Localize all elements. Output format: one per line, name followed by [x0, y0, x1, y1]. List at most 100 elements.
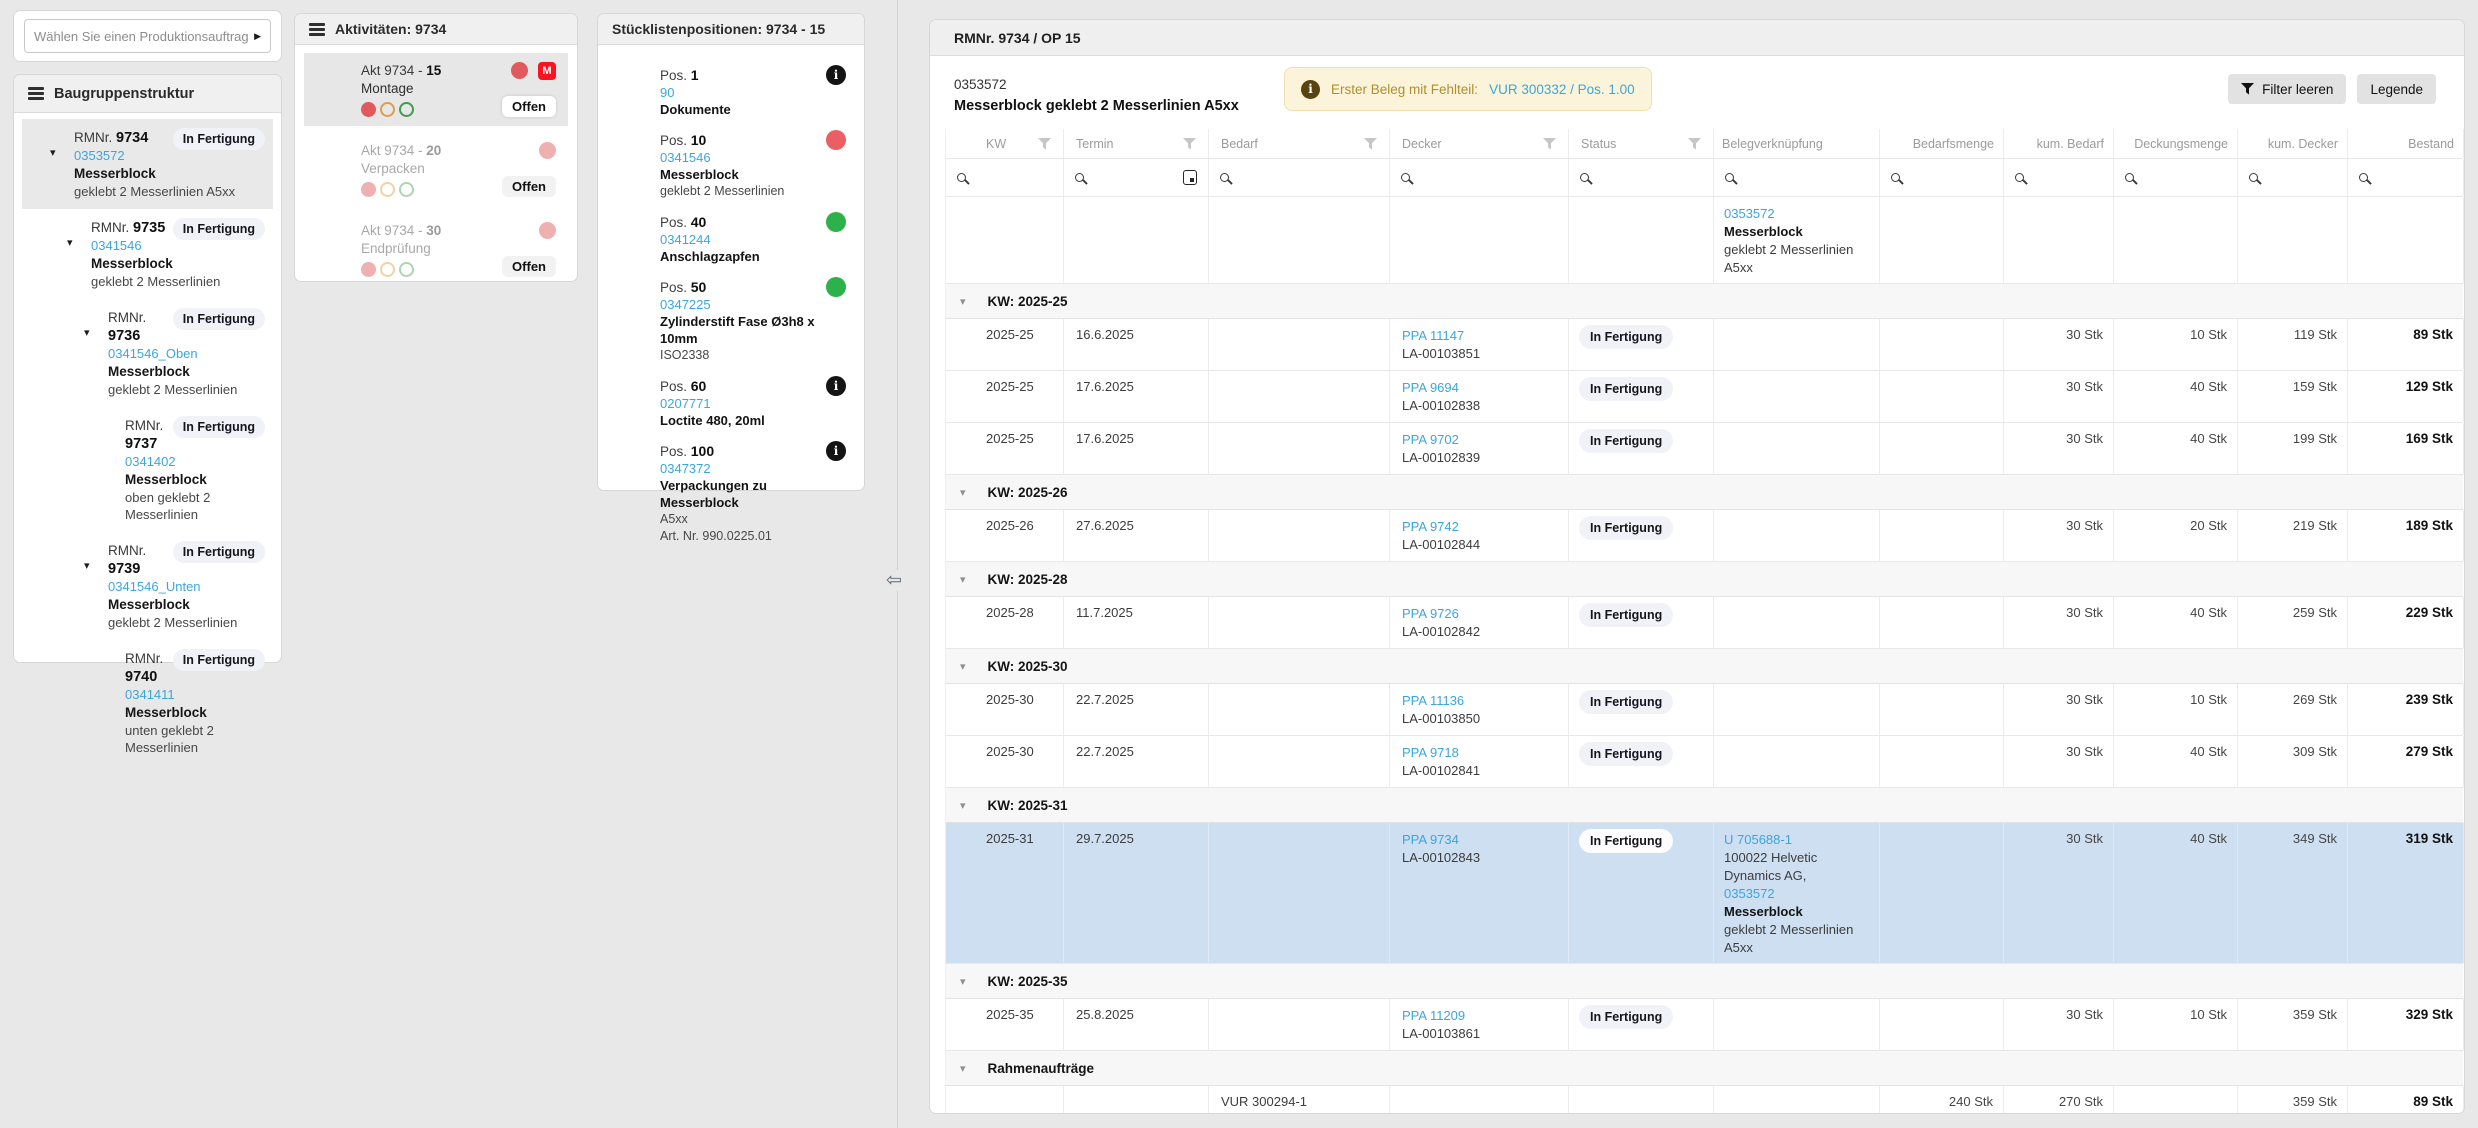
chevron-down-icon[interactable]: ▾ — [84, 559, 90, 572]
filter-kum_bedarf[interactable] — [2004, 159, 2114, 196]
bom-article-link[interactable]: 90 — [660, 84, 824, 101]
article-link[interactable]: 0341411 — [125, 686, 265, 704]
table-row-2025-25[interactable]: 2025-2517.6.2025PPA 9702LA-00102839In Fe… — [945, 423, 2463, 475]
decker-link[interactable]: PPA 11136 — [1402, 692, 1562, 710]
tree-item-9735[interactable]: ▾RMNr. 9735In Fertigung0341546Messerbloc… — [22, 209, 273, 299]
funnel-icon[interactable] — [1364, 138, 1377, 150]
group-row[interactable]: ▾KW: 2025-26 — [945, 475, 2463, 510]
bom-article-link[interactable]: 0341244 — [660, 231, 824, 248]
bom-article-link[interactable]: 0347225 — [660, 296, 824, 313]
column-header-termin[interactable]: Termin — [1064, 129, 1209, 158]
filter-termin[interactable] — [1064, 159, 1209, 196]
chevron-down-icon[interactable]: ▾ — [960, 295, 966, 308]
tree-item-9736[interactable]: ▾RMNr. 9736In Fertigung0341546_ObenMesse… — [22, 299, 273, 407]
filter-bedarfsmenge[interactable] — [1880, 159, 2004, 196]
chevron-down-icon[interactable]: ▾ — [84, 326, 90, 339]
table-row-2025-25[interactable]: 2025-2516.6.2025PPA 11147LA-00103851In F… — [945, 319, 2463, 371]
chevron-down-icon[interactable]: ▾ — [67, 236, 73, 249]
table-row-rahmen[interactable]: VUR 300294-1240 Stk270 Stk359 Stk89 Stk — [945, 1086, 2463, 1114]
filter-bedarf[interactable] — [1209, 159, 1390, 196]
beleg-link[interactable]: U 705688-1 — [1724, 831, 1873, 849]
filter-kw[interactable] — [946, 159, 1064, 196]
table-row-2025-31[interactable]: 2025-3129.7.2025PPA 9734LA-00102843In Fe… — [945, 823, 2463, 964]
collapse-panel-arrow-icon[interactable]: ⇦ — [886, 570, 902, 591]
chevron-down-icon[interactable]: ▾ — [960, 799, 966, 812]
filter-status[interactable] — [1569, 159, 1714, 196]
group-row[interactable]: ▾KW: 2025-35 — [945, 964, 2463, 999]
banner-link[interactable]: VUR 300332 / Pos. 1.00 — [1489, 82, 1635, 97]
decker-link[interactable]: PPA 9702 — [1402, 431, 1562, 449]
table-row-2025-28[interactable]: 2025-2811.7.2025PPA 9726LA-00102842In Fe… — [945, 597, 2463, 649]
tree-item-9734[interactable]: ▾RMNr. 9734In Fertigung0353572Messerbloc… — [22, 119, 273, 209]
info-icon[interactable]: i — [826, 65, 846, 85]
article-link[interactable]: 0341546_Unten — [108, 578, 265, 596]
tree-item-9739[interactable]: ▾RMNr. 9739In Fertigung0341546_UntenMess… — [22, 532, 273, 640]
group-row[interactable]: ▾KW: 2025-30 — [945, 649, 2463, 684]
column-header-bestand[interactable]: Bestand — [2348, 129, 2464, 158]
decker-link[interactable]: PPA 9718 — [1402, 744, 1562, 762]
bom-article-link[interactable]: 0347372 — [660, 460, 824, 477]
filter-kum_decker[interactable] — [2238, 159, 2348, 196]
panel-splitter[interactable] — [897, 0, 898, 1128]
activity-tile-30[interactable]: Akt 9734 - 30EndprüfungOffen — [304, 213, 568, 286]
funnel-icon[interactable] — [1183, 138, 1196, 150]
info-icon[interactable]: i — [826, 376, 846, 396]
column-header-deckungsmenge[interactable]: Deckungsmenge — [2114, 129, 2238, 158]
table-row-2025-30[interactable]: 2025-3022.7.2025PPA 11136LA-00103850In F… — [945, 684, 2463, 736]
info-icon[interactable]: i — [826, 441, 846, 461]
filter-bestand[interactable] — [2348, 159, 2464, 196]
beleg-link[interactable]: 0353572 — [1724, 885, 1873, 903]
decker-link[interactable]: PPA 11209 — [1402, 1007, 1562, 1025]
column-header-bedarf[interactable]: Bedarf — [1209, 129, 1390, 158]
clear-filter-button[interactable]: Filter leeren — [2228, 74, 2346, 104]
chevron-down-icon[interactable]: ▾ — [960, 486, 966, 499]
group-row[interactable]: ▾KW: 2025-31 — [945, 788, 2463, 823]
tree-item-9740[interactable]: RMNr. 9740In Fertigung0341411Messerblock… — [22, 640, 273, 765]
table-row-2025-35[interactable]: 2025-3525.8.2025PPA 11209LA-00103861In F… — [945, 999, 2463, 1051]
activity-tile-20[interactable]: Akt 9734 - 20VerpackenOffen — [304, 133, 568, 206]
funnel-icon[interactable] — [1543, 138, 1556, 150]
table-row-2025-30[interactable]: 2025-3022.7.2025PPA 9718LA-00102841In Fe… — [945, 736, 2463, 788]
bom-item-100[interactable]: Pos. 1000347372Verpackungen zu Messerblo… — [598, 431, 864, 547]
filter-deckungsmenge[interactable] — [2114, 159, 2238, 196]
chevron-down-icon[interactable]: ▾ — [960, 660, 966, 673]
column-header-bedarfsmenge[interactable]: Bedarfsmenge — [1880, 129, 2004, 158]
beleg-info-row[interactable]: 0353572Messerblockgeklebt 2 Messerlinien… — [945, 197, 2463, 284]
decker-link[interactable]: PPA 9734 — [1402, 831, 1562, 849]
article-link[interactable]: 0341546_Oben — [108, 345, 265, 363]
group-row[interactable]: ▾KW: 2025-28 — [945, 562, 2463, 597]
decker-link[interactable]: PPA 11147 — [1402, 327, 1562, 345]
filter-beleg[interactable] — [1714, 159, 1880, 196]
bom-item-50[interactable]: Pos. 500347225Zylinderstift Fase Ø3h8 x … — [598, 267, 864, 366]
filter-decker[interactable] — [1390, 159, 1569, 196]
dropdown-caret-icon[interactable]: ▶ — [254, 31, 261, 42]
group-row[interactable]: ▾KW: 2025-25 — [945, 284, 2463, 319]
bom-item-60[interactable]: Pos. 600207771Loctite 480, 20mli — [598, 366, 864, 431]
legend-button[interactable]: Legende — [2357, 74, 2436, 104]
production-order-search[interactable]: Wählen Sie einen Produktionsauftrag ▶ — [24, 19, 271, 53]
chevron-down-icon[interactable]: ▾ — [960, 975, 966, 988]
bom-item-40[interactable]: Pos. 400341244Anschlagzapfen — [598, 202, 864, 267]
group-row[interactable]: ▾Rahmenaufträge — [945, 1051, 2463, 1086]
calendar-icon[interactable] — [1183, 170, 1197, 185]
decker-link[interactable]: PPA 9742 — [1402, 518, 1562, 536]
decker-link[interactable]: PPA 9694 — [1402, 379, 1562, 397]
tree-item-9737[interactable]: RMNr. 9737In Fertigung0341402Messerblock… — [22, 407, 273, 532]
chevron-down-icon[interactable]: ▾ — [960, 573, 966, 586]
funnel-icon[interactable] — [1038, 138, 1051, 150]
chevron-down-icon[interactable]: ▾ — [960, 1062, 966, 1075]
chevron-down-icon[interactable]: ▾ — [50, 146, 56, 159]
bom-item-1[interactable]: Pos. 190Dokumentei — [598, 55, 864, 120]
table-row-2025-25[interactable]: 2025-2517.6.2025PPA 9694LA-00102838In Fe… — [945, 371, 2463, 423]
bom-item-10[interactable]: Pos. 100341546Messerblockgeklebt 2 Messe… — [598, 120, 864, 202]
column-header-decker[interactable]: Decker — [1390, 129, 1569, 158]
table-row-2025-26[interactable]: 2025-2627.6.2025PPA 9742LA-00102844In Fe… — [945, 510, 2463, 562]
column-header-kum_bedarf[interactable]: kum. Bedarf — [2004, 129, 2114, 158]
bom-article-link[interactable]: 0341546 — [660, 149, 824, 166]
activity-tile-15[interactable]: Akt 9734 - 15MontageMOffen — [304, 53, 568, 126]
column-header-kw[interactable]: KW — [946, 129, 1064, 158]
column-header-beleg[interactable]: Belegverknüpfung — [1714, 129, 1880, 158]
decker-link[interactable]: PPA 9726 — [1402, 605, 1562, 623]
bom-article-link[interactable]: 0207771 — [660, 395, 824, 412]
beleg-link[interactable]: 0353572 — [1724, 205, 1873, 223]
